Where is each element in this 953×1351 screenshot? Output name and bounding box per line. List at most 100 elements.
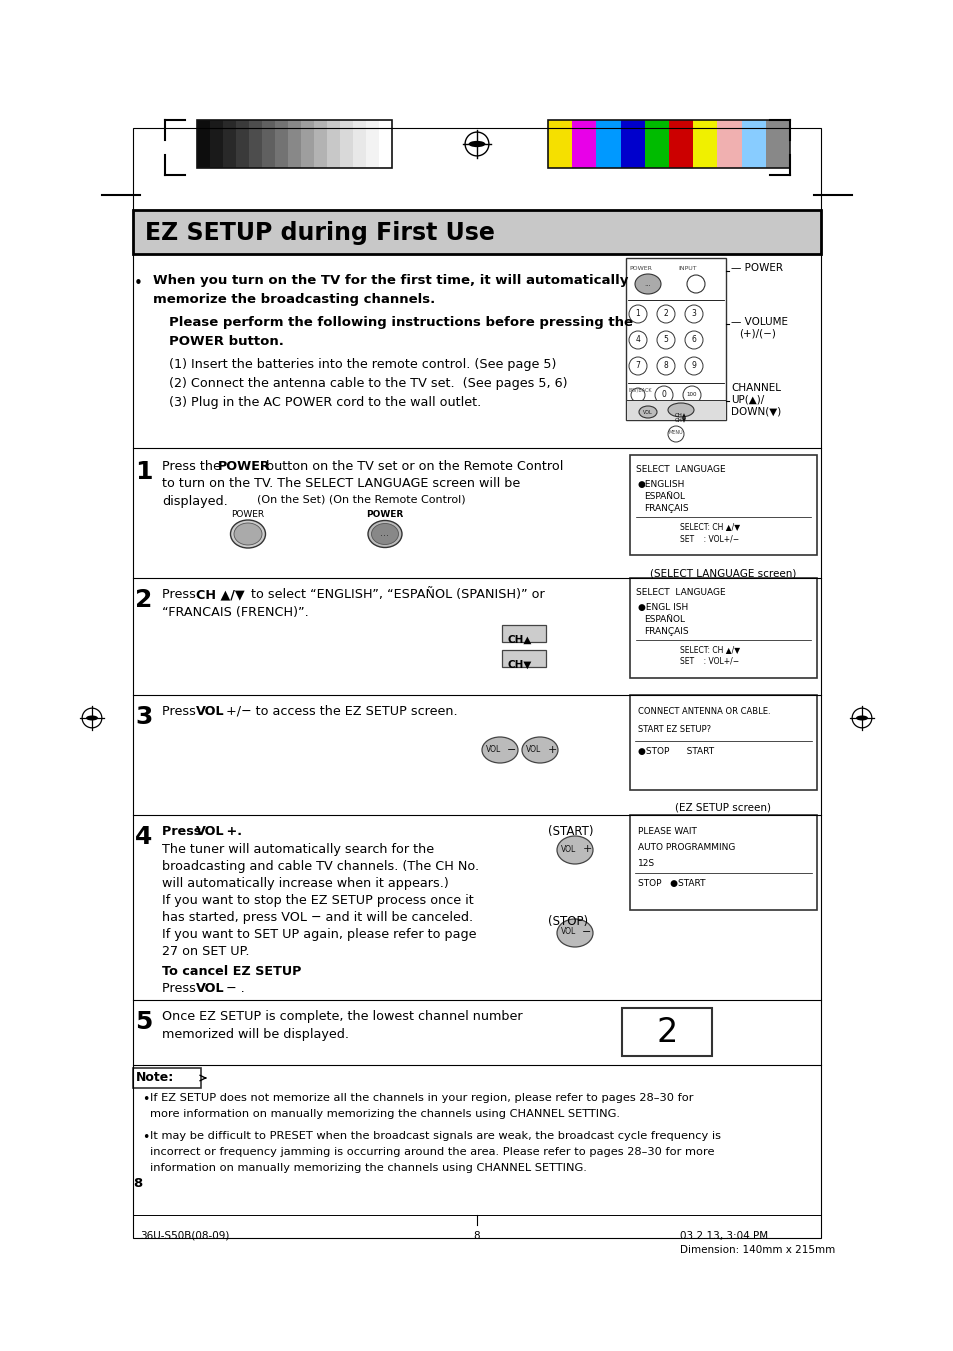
Text: VOL: VOL [195, 825, 224, 838]
Bar [644, 120, 668, 168]
Ellipse shape [86, 716, 98, 720]
Text: SELECT  LANGUAGE: SELECT LANGUAGE [636, 588, 725, 597]
Bar [621, 1008, 711, 1056]
Ellipse shape [368, 520, 401, 547]
Bar [629, 694, 816, 790]
Text: Dimension: 140mm x 215mm: Dimension: 140mm x 215mm [679, 1246, 835, 1255]
Bar [740, 120, 765, 168]
Bar [235, 120, 249, 168]
Text: 27 on SET UP.: 27 on SET UP. [162, 944, 250, 958]
Text: VOL: VOL [195, 982, 224, 994]
Bar [327, 120, 339, 168]
Bar [629, 815, 816, 911]
Text: 9: 9 [691, 361, 696, 370]
Text: memorize the broadcasting channels.: memorize the broadcasting channels. [152, 293, 435, 305]
Text: (SELECT LANGUAGE screen): (SELECT LANGUAGE screen) [650, 569, 796, 580]
Text: FAV/BACK: FAV/BACK [628, 388, 652, 393]
Text: 2: 2 [135, 588, 152, 612]
Bar [572, 120, 596, 168]
Text: Once EZ SETUP is complete, the lowest channel number: Once EZ SETUP is complete, the lowest ch… [162, 1011, 522, 1023]
Text: “FRANCAIS (FRENCH)”.: “FRANCAIS (FRENCH)”. [162, 607, 309, 619]
Bar [288, 120, 301, 168]
Text: POWER: POWER [232, 509, 264, 519]
Text: to select “ENGLISH”, “ESPAÑOL (SPANISH)” or: to select “ENGLISH”, “ESPAÑOL (SPANISH)”… [247, 588, 544, 601]
Circle shape [667, 426, 683, 442]
Text: 6: 6 [691, 335, 696, 345]
Text: If you want to SET UP again, please refer to page: If you want to SET UP again, please refe… [162, 928, 476, 942]
Text: (STOP): (STOP) [547, 915, 587, 928]
Bar [274, 120, 288, 168]
Text: (EZ SETUP screen): (EZ SETUP screen) [675, 802, 771, 813]
Bar [501, 650, 545, 667]
Text: +: + [547, 744, 557, 755]
Text: •: • [142, 1093, 150, 1106]
Text: SELECT: CH ▲/▼: SELECT: CH ▲/▼ [679, 644, 740, 654]
Bar [765, 120, 789, 168]
Text: ESPAÑOL: ESPAÑOL [643, 615, 684, 624]
Text: −: − [507, 744, 517, 755]
Text: VOL: VOL [642, 409, 652, 415]
Bar [249, 120, 262, 168]
Text: INPUT: INPUT [678, 266, 696, 272]
Bar [693, 120, 717, 168]
Text: 1: 1 [635, 309, 639, 317]
Text: 4: 4 [135, 825, 152, 848]
Text: has started, press VOL − and it will be canceled.: has started, press VOL − and it will be … [162, 911, 473, 924]
Circle shape [682, 386, 700, 404]
Text: will automatically increase when it appears.): will automatically increase when it appe… [162, 877, 448, 890]
Bar [366, 120, 378, 168]
Bar [196, 120, 210, 168]
Text: button on the TV set or on the Remote Control: button on the TV set or on the Remote Co… [262, 459, 563, 473]
Circle shape [628, 305, 646, 323]
Text: broadcasting and cable TV channels. (The CH No.: broadcasting and cable TV channels. (The… [162, 861, 478, 873]
Text: +: + [581, 844, 591, 854]
Text: 36U-S50B(08-09): 36U-S50B(08-09) [140, 1231, 229, 1242]
Text: — POWER: — POWER [730, 263, 782, 273]
Text: 12S: 12S [638, 859, 655, 867]
Text: VOL: VOL [486, 746, 501, 754]
Text: VOL: VOL [560, 928, 576, 936]
Ellipse shape [557, 919, 593, 947]
Ellipse shape [639, 407, 657, 417]
Text: PLEASE WAIT: PLEASE WAIT [638, 827, 696, 836]
Text: CH▲: CH▲ [674, 412, 686, 417]
Text: — VOLUME: — VOLUME [730, 317, 787, 327]
Bar [717, 120, 740, 168]
Text: 7: 7 [635, 361, 639, 370]
Ellipse shape [635, 274, 660, 295]
Bar [501, 626, 545, 642]
Bar [262, 120, 274, 168]
Text: FRANÇAIS: FRANÇAIS [643, 504, 688, 513]
Text: VOL: VOL [195, 705, 224, 717]
Text: 5: 5 [663, 335, 668, 345]
Text: CHANNEL: CHANNEL [730, 382, 781, 393]
Text: It may be difficult to PRESET when the broadcast signals are weak, the broadcast: It may be difficult to PRESET when the b… [150, 1131, 720, 1142]
Circle shape [628, 357, 646, 376]
Text: incorrect or frequency jamming is occurring around the area. Please refer to pag: incorrect or frequency jamming is occurr… [150, 1147, 714, 1156]
Text: •: • [133, 276, 142, 290]
Text: ●ENGLISH: ●ENGLISH [638, 480, 684, 489]
Text: STOP   ●START: STOP ●START [638, 880, 705, 888]
Bar [132, 209, 821, 254]
Text: more information on manually memorizing the channels using CHANNEL SETTING.: more information on manually memorizing … [150, 1109, 619, 1119]
Text: If you want to stop the EZ SETUP process once it: If you want to stop the EZ SETUP process… [162, 894, 474, 907]
Bar [339, 120, 353, 168]
Bar [625, 258, 725, 420]
Text: ●ENGL ISH: ●ENGL ISH [638, 603, 687, 612]
Text: 1: 1 [135, 459, 152, 484]
Text: Press: Press [162, 588, 200, 601]
Text: SET    : VOL+/−: SET : VOL+/− [679, 657, 739, 666]
Bar [210, 120, 223, 168]
Bar [353, 120, 366, 168]
Text: (1) Insert the batteries into the remote control. (See page 5): (1) Insert the batteries into the remote… [169, 358, 556, 372]
Text: ●STOP      START: ●STOP START [638, 747, 714, 757]
Bar [223, 120, 235, 168]
Text: displayed.: displayed. [162, 494, 228, 508]
Text: SELECT  LANGUAGE: SELECT LANGUAGE [636, 465, 725, 474]
Ellipse shape [231, 520, 265, 549]
Text: − .: − . [222, 982, 245, 994]
Text: To cancel EZ SETUP: To cancel EZ SETUP [162, 965, 301, 978]
Text: SELECT: CH ▲/▼: SELECT: CH ▲/▼ [679, 521, 740, 531]
Text: 2: 2 [663, 309, 668, 317]
Text: 100: 100 [686, 392, 697, 397]
